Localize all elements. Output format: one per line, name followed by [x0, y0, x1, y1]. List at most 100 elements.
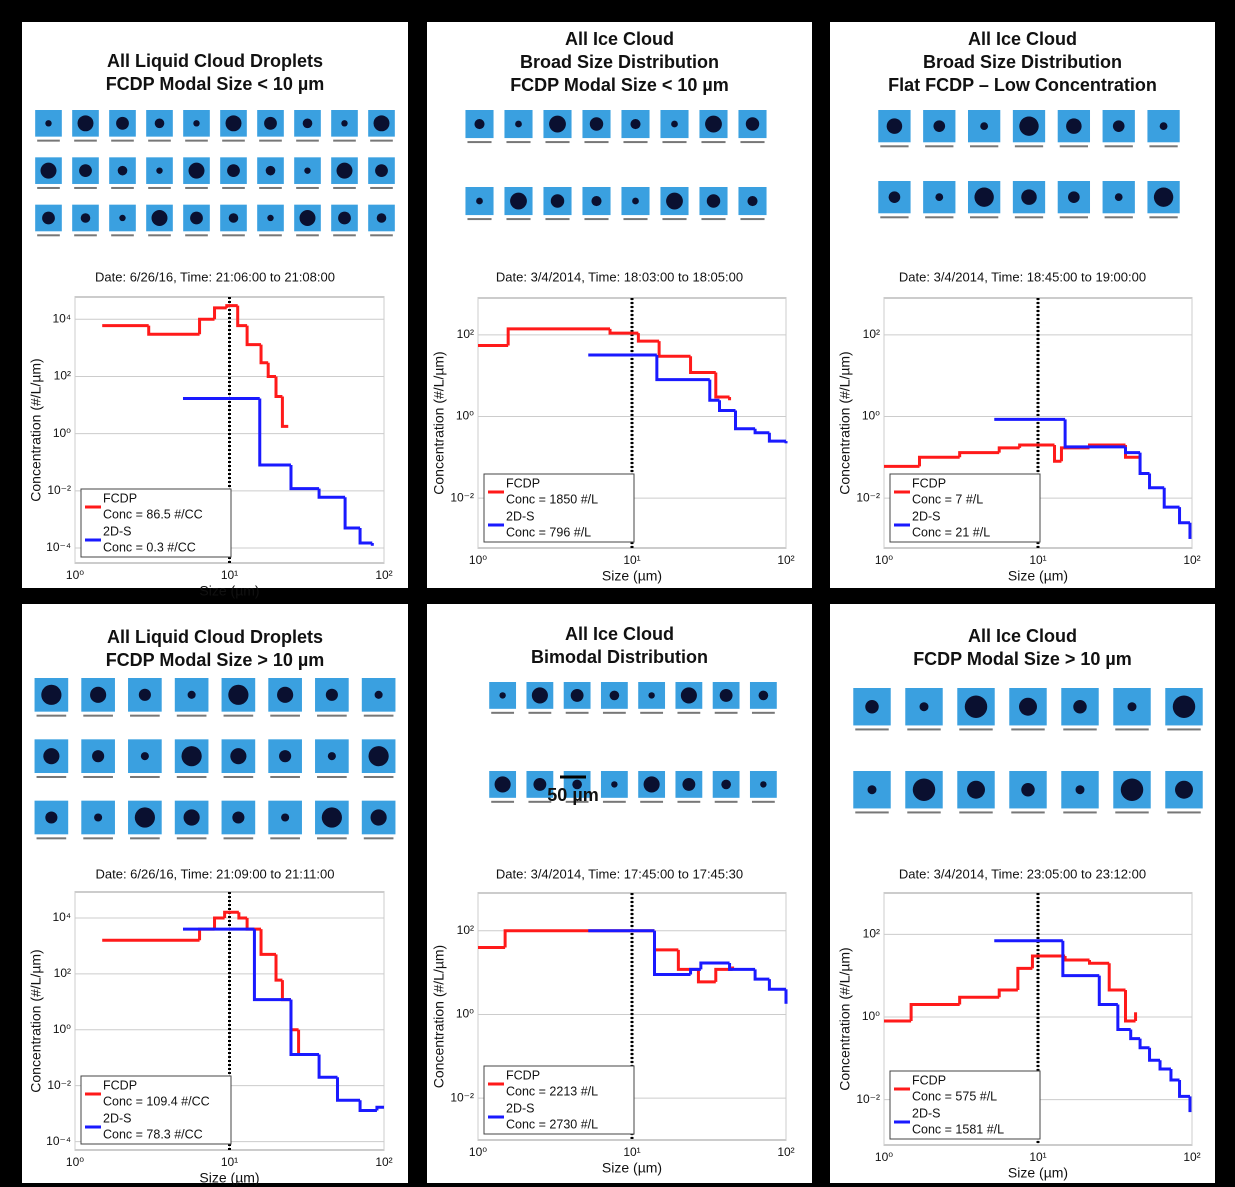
legend-conc: Conc = 1581 #/L	[912, 1122, 1004, 1136]
particle	[328, 752, 336, 760]
y-tick-label: 10⁰	[456, 1007, 474, 1021]
particle	[965, 695, 987, 717]
image-caption	[467, 141, 491, 143]
particle	[141, 752, 149, 760]
particle	[721, 780, 731, 790]
image-caption	[970, 145, 998, 147]
legend-conc: Conc = 796 #/L	[506, 525, 591, 539]
image-caption	[1060, 216, 1088, 218]
image-caption	[1011, 811, 1044, 813]
particle	[1021, 783, 1034, 796]
particle	[630, 119, 640, 129]
image-caption	[959, 811, 992, 813]
particle	[118, 166, 128, 176]
image-caption	[715, 712, 738, 714]
image-caption	[148, 234, 171, 236]
image-caption	[37, 837, 67, 839]
image-caption	[259, 234, 282, 236]
particle	[510, 193, 527, 210]
image-caption	[715, 801, 738, 803]
y-tick-label: 10²	[457, 327, 474, 341]
image-caption	[37, 140, 60, 142]
x-tick-label: 10⁰	[66, 1155, 84, 1169]
particle	[43, 748, 59, 764]
particle	[326, 689, 338, 701]
panel-title: All Ice Cloud	[565, 29, 674, 49]
particle	[611, 781, 617, 787]
legend-conc: Conc = 2213 #/L	[506, 1084, 598, 1098]
legend-conc: Conc = 21 #/L	[912, 525, 990, 539]
image-caption	[491, 801, 514, 803]
particle	[152, 210, 168, 226]
image-caption	[185, 234, 208, 236]
y-tick-label: 10²	[54, 369, 71, 383]
image-caption	[1063, 811, 1096, 813]
image-caption	[364, 837, 394, 839]
image-caption	[677, 712, 700, 714]
image-caption	[333, 187, 356, 189]
y-tick-label: 10⁴	[52, 910, 71, 924]
image-caption	[177, 715, 207, 717]
y-axis-label: Concentration (#/L/µm)	[28, 358, 44, 501]
panel-title: FCDP Modal Size > 10 µm	[913, 649, 1132, 669]
particle	[1073, 700, 1086, 713]
image-caption	[1105, 216, 1133, 218]
particle	[980, 122, 988, 130]
particle	[1175, 781, 1193, 799]
particle	[41, 685, 61, 705]
particle	[190, 212, 203, 225]
image-caption	[317, 837, 347, 839]
particle	[707, 194, 720, 207]
particle	[889, 191, 901, 203]
image-caption	[623, 218, 647, 220]
particle	[610, 691, 620, 701]
y-axis-label: Concentration (#/L/µm)	[431, 351, 447, 494]
image-caption	[584, 218, 608, 220]
particle	[189, 163, 205, 179]
panel-title: Broad Size Distribution	[520, 52, 719, 72]
image-caption	[623, 141, 647, 143]
image-caption	[640, 712, 663, 714]
particle	[935, 193, 943, 201]
image-caption	[83, 776, 113, 778]
particle	[549, 116, 566, 133]
y-tick-label: 10⁻⁴	[46, 1134, 71, 1148]
x-tick-label: 10¹	[1029, 1150, 1046, 1164]
particle	[887, 118, 903, 134]
image-caption	[740, 141, 764, 143]
image-caption	[224, 837, 254, 839]
x-tick-label: 10⁰	[66, 568, 84, 582]
particle	[1121, 778, 1143, 800]
particle	[228, 685, 248, 705]
date-label: Date: 3/4/2014, Time: 23:05:00 to 23:12:…	[899, 866, 1146, 881]
panel-title: FCDP Modal Size < 10 µm	[106, 74, 325, 94]
particle	[495, 776, 511, 792]
image-caption	[1015, 145, 1043, 147]
image-caption	[270, 776, 300, 778]
particle	[322, 807, 342, 827]
x-tick-label: 10²	[375, 568, 392, 582]
image-caption	[1011, 728, 1044, 730]
y-tick-label: 10⁰	[862, 409, 880, 423]
legend-label: FCDP	[506, 1068, 540, 1082]
y-tick-label: 10⁰	[862, 1009, 880, 1023]
particle	[1160, 122, 1168, 130]
particle	[533, 778, 546, 791]
image-caption	[925, 216, 953, 218]
x-tick-label: 10⁰	[469, 1145, 487, 1159]
particle	[371, 809, 387, 825]
image-caption	[701, 218, 725, 220]
x-tick-label: 10²	[777, 1145, 794, 1159]
x-axis-label: Size (µm)	[602, 568, 662, 584]
image-caption	[148, 140, 171, 142]
legend-label: 2D-S	[506, 509, 534, 523]
particle	[156, 167, 162, 173]
particle	[303, 119, 313, 129]
particle	[41, 163, 57, 179]
particle	[1113, 120, 1125, 132]
image-caption	[1105, 145, 1133, 147]
y-axis-label: Concentration (#/L/µm)	[837, 351, 853, 494]
scale-label: 50 µm	[547, 785, 598, 805]
particle	[747, 196, 757, 206]
particle	[671, 121, 678, 128]
